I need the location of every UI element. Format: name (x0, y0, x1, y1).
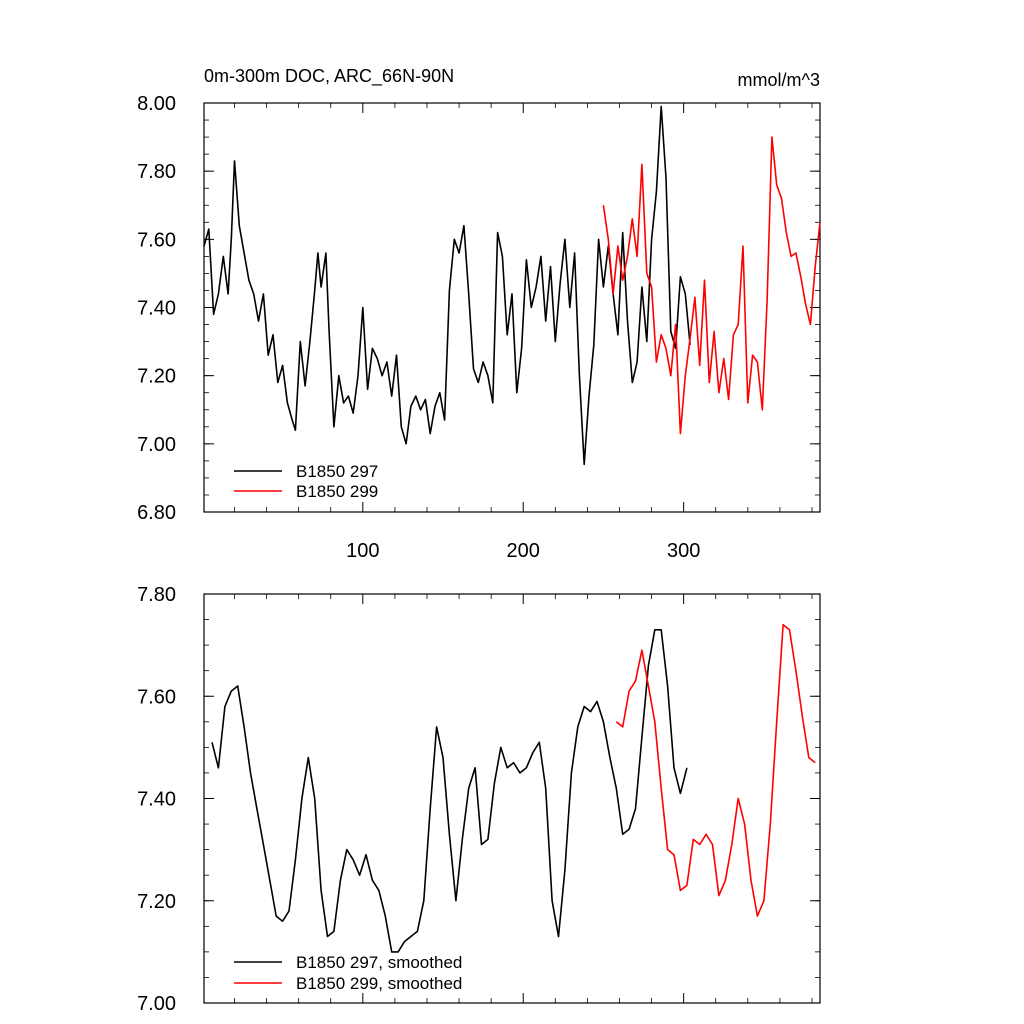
bottom-ytick-label: 7.60 (137, 686, 176, 708)
bottom-ytick-label: 7.20 (137, 891, 176, 913)
bottom-series-group (211, 623, 816, 953)
top-xtick-label: 200 (507, 540, 540, 562)
top-series-line-299 (602, 136, 821, 435)
top-ytick-label: 6.80 (137, 502, 176, 524)
bottom-series-line-299 (615, 623, 816, 917)
top-panel: 0m-300m DOC, ARC_66N-90N mmol/m^3 6.80 7.… (137, 66, 821, 562)
top-ytick-label: 7.60 (137, 229, 176, 251)
top-legend-label-297: B1850 297 (296, 462, 378, 481)
top-ticks: 6.80 7.00 7.20 7.40 7.60 7.80 8.00 100 200 300 (137, 93, 820, 562)
top-title: 0m-300m DOC, ARC_66N-90N (204, 66, 454, 87)
top-xtick-label: 100 (346, 540, 379, 562)
top-ytick-label: 7.40 (137, 298, 176, 320)
top-series-group (203, 105, 821, 466)
bottom-ytick-label: 7.00 (137, 993, 176, 1015)
top-ytick-label: 7.20 (137, 366, 176, 388)
bottom-plot-frame (203, 593, 821, 1004)
top-ytick-label: 8.00 (137, 93, 176, 115)
top-ytick-label: 7.00 (137, 434, 176, 456)
bottom-legend: B1850 297, smoothed B1850 299, smoothed (234, 953, 462, 993)
top-legend: B1850 297 B1850 299 (234, 462, 378, 501)
top-series-line-297 (203, 105, 691, 466)
bottom-ytick-label: 7.80 (137, 584, 176, 606)
top-xtick-label: 300 (667, 540, 700, 562)
bottom-ticks: 7.00 7.20 7.40 7.60 7.80 (137, 584, 820, 1015)
top-units-label: mmol/m^3 (738, 70, 820, 90)
bottom-panel: 7.00 7.20 7.40 7.60 7.80 B1850 297, smoothed… (137, 584, 821, 1015)
top-legend-label-299: B1850 299 (296, 482, 378, 501)
bottom-ytick-label: 7.40 (137, 789, 176, 811)
bottom-legend-label-297: B1850 297, smoothed (296, 953, 462, 972)
bottom-legend-label-299: B1850 299, smoothed (296, 974, 462, 993)
bottom-series-line-297 (211, 628, 688, 953)
top-ytick-label: 7.80 (137, 161, 176, 183)
